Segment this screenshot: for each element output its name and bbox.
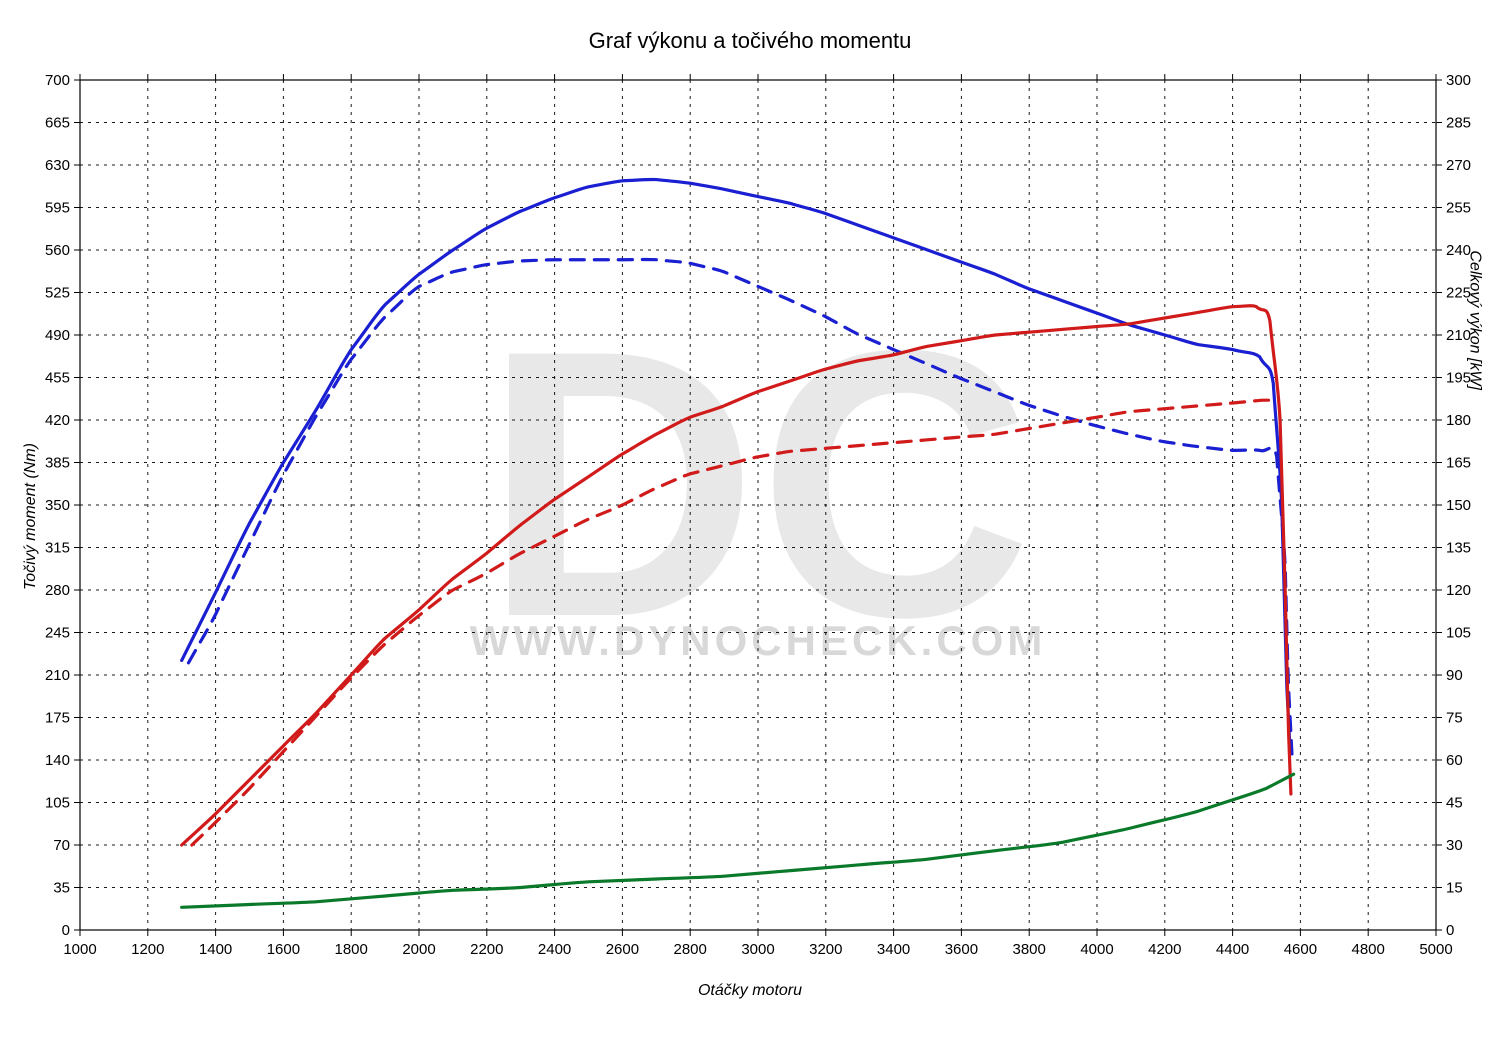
svg-text:90: 90 xyxy=(1446,667,1463,684)
svg-text:4600: 4600 xyxy=(1284,941,1317,958)
svg-text:135: 135 xyxy=(1446,540,1471,557)
svg-text:0: 0 xyxy=(1446,922,1454,939)
svg-text:195: 195 xyxy=(1446,370,1471,387)
svg-text:210: 210 xyxy=(45,667,70,684)
svg-text:2200: 2200 xyxy=(470,941,503,958)
svg-text:2400: 2400 xyxy=(538,941,571,958)
svg-text:3800: 3800 xyxy=(1013,941,1046,958)
svg-text:285: 285 xyxy=(1446,115,1471,132)
svg-text:700: 700 xyxy=(45,72,70,89)
svg-text:3600: 3600 xyxy=(945,941,978,958)
svg-text:4400: 4400 xyxy=(1216,941,1249,958)
svg-text:665: 665 xyxy=(45,115,70,132)
svg-text:315: 315 xyxy=(45,540,70,557)
chart-svg: DCWWW.DYNOCHECK.COM100012001400160018002… xyxy=(0,0,1500,1041)
svg-text:270: 270 xyxy=(1446,157,1471,174)
svg-text:2600: 2600 xyxy=(606,941,639,958)
svg-text:420: 420 xyxy=(45,412,70,429)
svg-text:4800: 4800 xyxy=(1352,941,1385,958)
svg-text:165: 165 xyxy=(1446,455,1471,472)
svg-text:45: 45 xyxy=(1446,795,1463,812)
svg-text:1200: 1200 xyxy=(131,941,164,958)
svg-text:75: 75 xyxy=(1446,710,1463,727)
svg-text:245: 245 xyxy=(45,625,70,642)
svg-text:1600: 1600 xyxy=(267,941,300,958)
svg-text:140: 140 xyxy=(45,752,70,769)
svg-text:595: 595 xyxy=(45,200,70,217)
svg-text:210: 210 xyxy=(1446,327,1471,344)
svg-text:175: 175 xyxy=(45,710,70,727)
svg-text:1400: 1400 xyxy=(199,941,232,958)
svg-text:70: 70 xyxy=(53,837,70,854)
svg-text:60: 60 xyxy=(1446,752,1463,769)
svg-text:240: 240 xyxy=(1446,242,1471,259)
svg-text:525: 525 xyxy=(45,285,70,302)
svg-text:35: 35 xyxy=(53,880,70,897)
svg-text:0: 0 xyxy=(62,922,70,939)
svg-text:120: 120 xyxy=(1446,582,1471,599)
svg-text:490: 490 xyxy=(45,327,70,344)
svg-text:225: 225 xyxy=(1446,285,1471,302)
svg-text:150: 150 xyxy=(1446,497,1471,514)
svg-text:3400: 3400 xyxy=(877,941,910,958)
svg-text:280: 280 xyxy=(45,582,70,599)
svg-text:180: 180 xyxy=(1446,412,1471,429)
chart-container: Graf výkonu a točivého momentu Točivý mo… xyxy=(0,0,1500,1041)
svg-text:105: 105 xyxy=(1446,625,1471,642)
svg-text:3200: 3200 xyxy=(809,941,842,958)
svg-text:5000: 5000 xyxy=(1419,941,1452,958)
svg-text:1000: 1000 xyxy=(63,941,96,958)
svg-text:300: 300 xyxy=(1446,72,1471,89)
svg-text:2800: 2800 xyxy=(674,941,707,958)
svg-text:3000: 3000 xyxy=(741,941,774,958)
svg-text:4200: 4200 xyxy=(1148,941,1181,958)
svg-text:105: 105 xyxy=(45,795,70,812)
svg-text:1800: 1800 xyxy=(335,941,368,958)
svg-text:630: 630 xyxy=(45,157,70,174)
svg-text:385: 385 xyxy=(45,455,70,472)
svg-text:15: 15 xyxy=(1446,880,1463,897)
svg-text:255: 255 xyxy=(1446,200,1471,217)
svg-text:350: 350 xyxy=(45,497,70,514)
svg-text:455: 455 xyxy=(45,370,70,387)
svg-text:560: 560 xyxy=(45,242,70,259)
svg-text:4000: 4000 xyxy=(1080,941,1113,958)
svg-text:30: 30 xyxy=(1446,837,1463,854)
svg-text:2000: 2000 xyxy=(402,941,435,958)
